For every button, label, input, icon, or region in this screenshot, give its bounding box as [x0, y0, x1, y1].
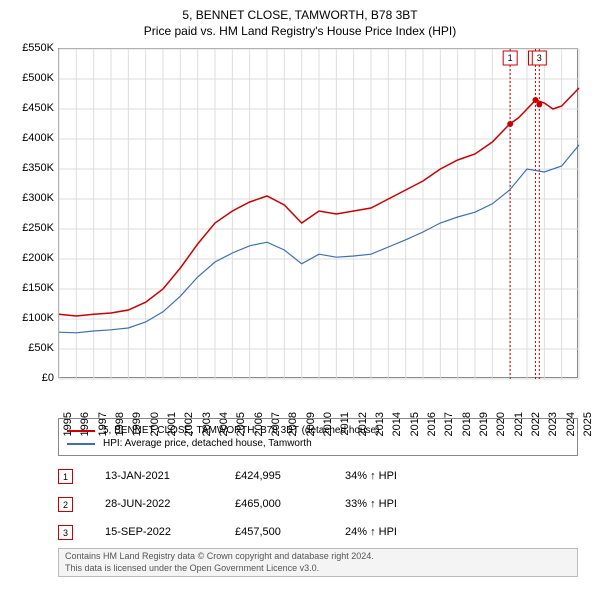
- y-tick-label: £550K: [4, 42, 54, 54]
- sale-pct: 34% ↑ HPI: [345, 470, 445, 482]
- y-tick-label: £100K: [4, 312, 54, 324]
- legend-label: 5, BENNET CLOSE, TAMWORTH, B78 3BT (deta…: [103, 425, 379, 436]
- plot-area: 123: [58, 48, 578, 378]
- footer-attribution: Contains HM Land Registry data © Crown c…: [58, 548, 578, 577]
- y-tick-label: £150K: [4, 282, 54, 294]
- marker-dot: [507, 121, 513, 127]
- title-main: 5, BENNET CLOSE, TAMWORTH, B78 3BT: [0, 8, 600, 22]
- sale-pct: 33% ↑ HPI: [345, 498, 445, 510]
- footer-line2: This data is licensed under the Open Gov…: [65, 563, 571, 575]
- legend-swatch: [67, 430, 95, 432]
- plot-svg: 123: [59, 49, 579, 379]
- y-tick-label: £200K: [4, 252, 54, 264]
- chart-container: 5, BENNET CLOSE, TAMWORTH, B78 3BT Price…: [0, 0, 600, 590]
- svg-text:3: 3: [537, 53, 542, 63]
- sale-price: £457,500: [235, 526, 345, 538]
- y-tick-label: £400K: [4, 132, 54, 144]
- title-block: 5, BENNET CLOSE, TAMWORTH, B78 3BT Price…: [0, 0, 600, 38]
- legend-swatch: [67, 443, 95, 445]
- sale-row: 1 13-JAN-2021£424,99534% ↑ HPI: [58, 462, 445, 490]
- y-tick-label: £500K: [4, 72, 54, 84]
- sale-row: 3 15-SEP-2022£457,50024% ↑ HPI: [58, 518, 445, 546]
- sale-date: 15-SEP-2022: [105, 526, 235, 538]
- y-tick-label: £450K: [4, 102, 54, 114]
- footer-line1: Contains HM Land Registry data © Crown c…: [65, 551, 571, 563]
- marker-box-1: 1: [503, 51, 517, 65]
- sale-marker: 1: [58, 469, 73, 484]
- y-tick-label: £300K: [4, 192, 54, 204]
- sale-price: £424,995: [235, 470, 345, 482]
- y-tick-label: £350K: [4, 162, 54, 174]
- title-sub: Price paid vs. HM Land Registry's House …: [0, 24, 600, 38]
- svg-text:1: 1: [508, 53, 513, 63]
- marker-box-3: 3: [532, 51, 546, 65]
- legend-box: 5, BENNET CLOSE, TAMWORTH, B78 3BT (deta…: [58, 418, 578, 456]
- y-tick-label: £250K: [4, 222, 54, 234]
- sale-date: 13-JAN-2021: [105, 470, 235, 482]
- sale-row: 2 28-JUN-2022£465,00033% ↑ HPI: [58, 490, 445, 518]
- x-tick-label: 2025: [582, 412, 594, 436]
- sale-date: 28-JUN-2022: [105, 498, 235, 510]
- y-tick-label: £0: [4, 372, 54, 384]
- y-tick-label: £50K: [4, 342, 54, 354]
- sales-table: 1 13-JAN-2021£424,99534% ↑ HPI 2 28-JUN-202…: [58, 462, 445, 546]
- legend-row: HPI: Average price, detached house, Tamw…: [67, 438, 569, 449]
- legend-label: HPI: Average price, detached house, Tamw…: [103, 438, 312, 449]
- sale-marker: 2: [58, 497, 73, 512]
- sale-marker: 3: [58, 525, 73, 540]
- marker-dot: [536, 102, 542, 108]
- legend-row: 5, BENNET CLOSE, TAMWORTH, B78 3BT (deta…: [67, 425, 569, 436]
- sale-pct: 24% ↑ HPI: [345, 526, 445, 538]
- sale-price: £465,000: [235, 498, 345, 510]
